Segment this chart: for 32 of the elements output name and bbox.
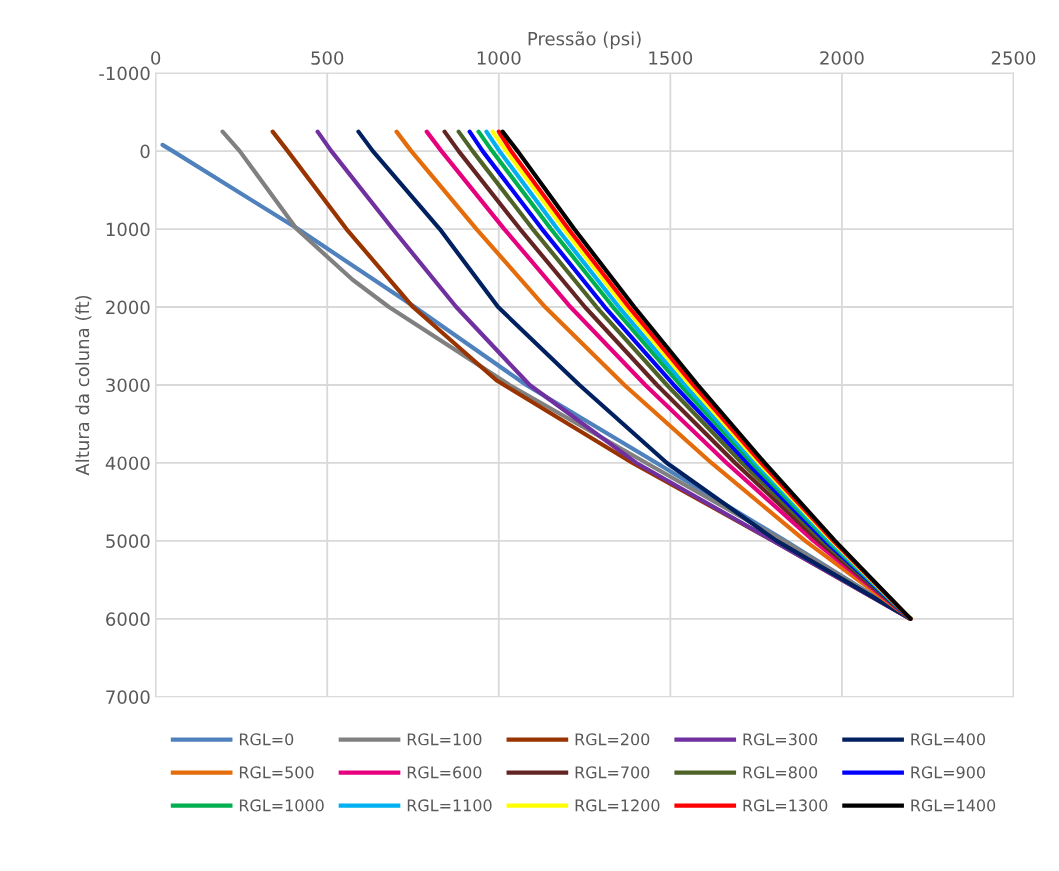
- legend-label: RGL=1200: [575, 799, 660, 812]
- x-tick-label: 1000: [477, 51, 521, 65]
- y-tick-label: 0: [140, 144, 150, 159]
- y-tick-label: -1000: [99, 66, 150, 81]
- legend-label: RGL=0: [239, 733, 294, 746]
- legend-label: RGL=1000: [239, 799, 324, 812]
- legend-label: RGL=600: [407, 766, 482, 779]
- x-tick-label: 500: [311, 51, 344, 65]
- x-axis-title: Pressão (psi): [528, 31, 641, 50]
- legend-label: RGL=1400: [911, 799, 996, 812]
- y-tick-label: 3000: [106, 378, 150, 393]
- y-tick-label: 4000: [105, 456, 150, 471]
- legend-label: RGL=200: [575, 733, 650, 746]
- y-tick-label: 7000: [106, 690, 150, 704]
- legend-label: RGL=400: [911, 733, 986, 746]
- x-tick-label: 0: [151, 51, 161, 65]
- legend-label: RGL=1300: [743, 799, 828, 812]
- legend-label: RGL=800: [743, 766, 818, 779]
- y-axis-title: Altura da coluna (ft): [75, 295, 92, 476]
- x-tick-label: 1500: [649, 51, 693, 65]
- y-tick-label: 5000: [106, 534, 150, 549]
- legend-label: RGL=100: [407, 733, 482, 746]
- legend-label: RGL=1100: [407, 799, 492, 812]
- legend-label: RGL=500: [239, 766, 314, 779]
- x-tick-label: 2500: [991, 51, 1036, 65]
- y-tick-label: 1000: [106, 222, 150, 237]
- legend-label: RGL=700: [575, 766, 650, 779]
- legend-label: RGL=300: [743, 733, 818, 746]
- legend-label: RGL=900: [911, 766, 986, 779]
- y-tick-label: 6000: [106, 612, 150, 626]
- y-tick-label: 2000: [106, 300, 150, 315]
- x-tick-label: 2000: [820, 51, 864, 65]
